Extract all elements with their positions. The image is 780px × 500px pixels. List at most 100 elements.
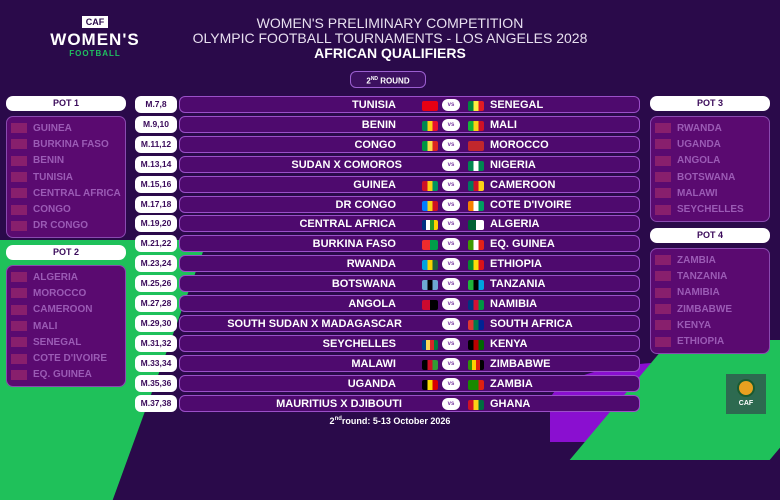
away-flag-icon xyxy=(468,140,484,151)
match-bar: MAURITIUS X DJIBOUTI vs GHANA xyxy=(179,394,640,412)
away-team: MOROCCO xyxy=(490,138,549,151)
home-team: BENIN xyxy=(361,118,396,131)
match-row: M.37,38 MAURITIUS X DJIBOUTI vs GHANA xyxy=(135,394,640,412)
pot-team: ANGOLA xyxy=(655,153,765,169)
vs-badge: vs xyxy=(442,99,460,111)
home-flag-icon xyxy=(422,200,438,211)
team-name: MOROCCO xyxy=(33,287,87,299)
away-flag-icon xyxy=(468,319,484,330)
home-flag-icon xyxy=(422,300,438,310)
home-flag-icon xyxy=(422,240,438,251)
date-round-suffix: nd xyxy=(334,416,342,422)
pot-team-list: ZAMBIA TANZANIA NAMIBIA ZIMBABWE KENYA ETHIOP… xyxy=(650,248,770,354)
away-team: KENYA xyxy=(490,337,528,350)
home-team: DR CONGO xyxy=(335,198,397,211)
flag-icon xyxy=(655,320,671,331)
away-flag-icon xyxy=(468,180,484,191)
match-bar: UGANDA vs ZAMBIA xyxy=(179,374,640,392)
away-flag-icon xyxy=(468,120,484,131)
flag-icon xyxy=(11,220,27,231)
home-team: UGANDA xyxy=(347,377,396,390)
away-flag-icon xyxy=(468,280,484,291)
pot-team: COTE D'IVOIRE xyxy=(11,350,121,366)
away-flag-icon xyxy=(468,160,484,171)
logo-womens: WOMEN'S xyxy=(50,30,140,49)
badge-label: CAF xyxy=(738,400,754,407)
match-row: M.19,20 CENTRAL AFRICA vs ALGERIA xyxy=(135,215,640,233)
flag-icon xyxy=(11,321,27,332)
home-team: SUDAN X COMOROS xyxy=(291,158,402,171)
vs-badge: vs xyxy=(442,357,460,370)
home-team: MAURITIUS X DJIBOUTI xyxy=(276,397,402,410)
team-name: MALAWI xyxy=(677,187,718,199)
away-team: NIGERIA xyxy=(490,158,536,171)
pot-team-list: GUINEA BURKINA FASO BENIN TUNISIA CENTRAL AF… xyxy=(6,116,126,239)
team-name: CONGO xyxy=(33,204,71,216)
pot-header: POT 2 xyxy=(6,245,126,260)
away-flag-icon xyxy=(468,260,484,271)
match-row: M.15,16 GUINEA vs CAMEROON xyxy=(135,175,640,193)
round-dates: 2ndround: 5-13 October 2026 xyxy=(0,416,780,426)
away-team: COTE D'IVOIRE xyxy=(490,198,572,211)
match-number: M.19,20 xyxy=(135,215,177,233)
flag-icon xyxy=(11,353,27,364)
home-team: BURKINA FASO xyxy=(312,238,396,251)
team-name: RWANDA xyxy=(677,122,722,134)
flag-icon xyxy=(11,204,27,215)
flag-icon xyxy=(655,255,671,266)
match-number: M.29,30 xyxy=(135,314,177,332)
match-row: M.11,12 CONGO vs MOROCCO xyxy=(135,135,640,153)
away-flag-icon xyxy=(468,300,484,310)
home-team: RWANDA xyxy=(346,258,396,271)
team-name: ANGOLA xyxy=(677,155,721,167)
team-name: EQ. GUINEA xyxy=(33,369,92,381)
flag-icon xyxy=(655,336,671,347)
home-team: SEYCHELLES xyxy=(322,337,396,350)
match-number: M.23,24 xyxy=(135,255,177,273)
away-team: EQ. GUINEA xyxy=(490,238,555,251)
match-row: M.29,30 SOUTH SUDAN X MADAGASCAR vs SOUT… xyxy=(135,314,640,332)
home-team: CENTRAL AFRICA xyxy=(299,218,396,231)
flag-icon xyxy=(11,188,27,199)
away-flag-icon xyxy=(468,379,484,390)
vs-badge: vs xyxy=(442,397,460,410)
pot-team: MALI xyxy=(11,318,121,334)
home-team: ANGOLA xyxy=(348,298,396,310)
match-bar: BOTSWANA vs TANZANIA xyxy=(179,275,640,293)
pot-team: CENTRAL AFRICA xyxy=(11,185,121,201)
vs-badge: vs xyxy=(442,377,460,390)
away-flag-icon xyxy=(468,359,484,370)
home-flag-icon xyxy=(422,339,438,350)
flag-icon xyxy=(11,155,27,166)
date-text: round: 5-13 October 2026 xyxy=(341,416,451,426)
match-number: M.7,8 xyxy=(135,96,177,113)
pot-team: RWANDA xyxy=(655,120,765,136)
home-team: BOTSWANA xyxy=(331,278,396,291)
team-name: NAMIBIA xyxy=(677,287,720,299)
match-bar: CONGO vs MOROCCO xyxy=(179,135,640,153)
team-name: ALGERIA xyxy=(33,271,78,283)
pot-header: POT 3 xyxy=(650,96,770,111)
round-number: 2 xyxy=(366,76,371,86)
pot-team: ALGERIA xyxy=(11,269,121,285)
match-number: M.11,12 xyxy=(135,135,177,153)
away-team: ZAMBIA xyxy=(490,377,533,390)
pot-team: TANZANIA xyxy=(655,268,765,284)
away-flag-icon xyxy=(468,339,484,350)
logo-caf: CAF xyxy=(81,16,109,28)
pot-team: KENYA xyxy=(655,317,765,333)
vs-badge: vs xyxy=(442,118,460,131)
match-row: M.13,14 SUDAN X COMOROS vs NIGERIA xyxy=(135,155,640,173)
vs-badge: vs xyxy=(442,178,460,191)
away-team: ZIMBABWE xyxy=(490,357,551,370)
vs-badge: vs xyxy=(442,198,460,211)
home-team: MALAWI xyxy=(351,357,396,370)
page-title: WOMEN'S PRELIMINARY COMPETITION OLYMPIC … xyxy=(180,16,600,61)
flag-icon xyxy=(11,123,27,134)
match-number: M.31,32 xyxy=(135,334,177,352)
match-bar: SUDAN X COMOROS vs NIGERIA xyxy=(179,155,640,173)
home-flag-icon xyxy=(422,359,438,370)
home-flag-icon xyxy=(422,220,438,231)
flag-icon xyxy=(655,155,671,166)
vs-badge: vs xyxy=(442,138,460,151)
